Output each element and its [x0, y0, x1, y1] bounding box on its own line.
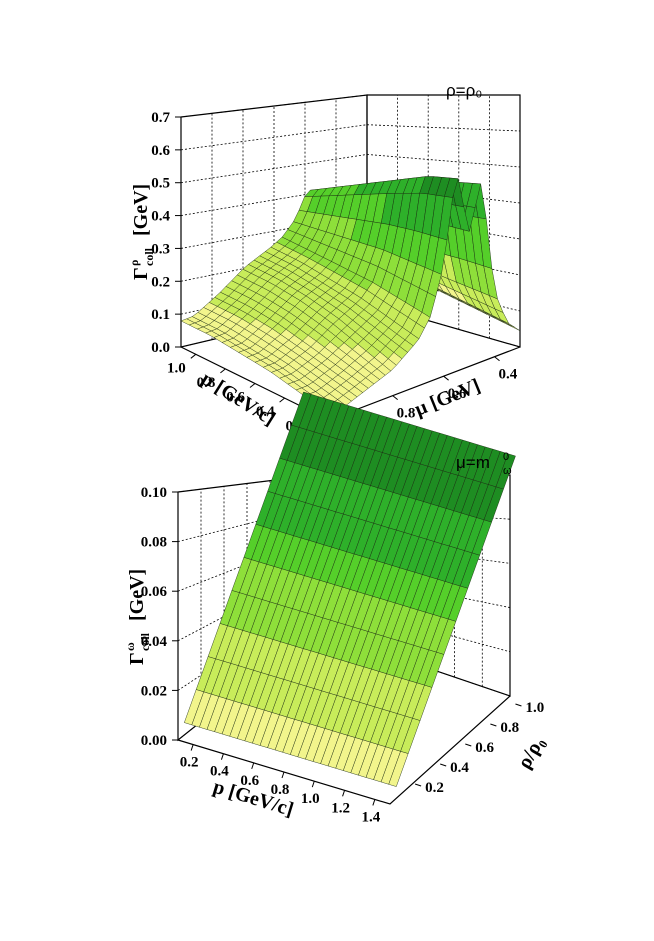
top-zgrid-back [366, 302, 521, 348]
top-y-tick-label: 0.8 [397, 406, 416, 422]
top-x-axis-label: p [GeV/c] [197, 368, 279, 431]
top-z-label-unit: [GeV] [130, 184, 152, 236]
top-zgrid-back [366, 154, 521, 168]
top-z-tick-label: 0.3 [151, 241, 170, 257]
bottom-surface [183, 391, 516, 787]
bottom-y-tick [465, 743, 472, 747]
bottom-annotation-text: μ=m [456, 453, 490, 472]
bottom-z-tick-label: 0.10 [141, 485, 167, 501]
top-z-tick-label: 0.5 [151, 176, 170, 192]
bottom-z-label-sup: ω [123, 642, 137, 651]
bottom-z-tick-label: 0.00 [141, 733, 167, 749]
top-zgrid-left [180, 154, 368, 184]
bottom-z-tick-label: 0.08 [141, 535, 167, 551]
bottom-z-label-sub: coll [138, 632, 152, 651]
bottom-z-label-unit: [GeV] [126, 569, 148, 621]
top-x-tick-label: 0.4 [256, 404, 275, 420]
bottom-x-tick [220, 753, 224, 760]
top-y-tick [443, 375, 449, 381]
top-z-tick-label: 0.4 [151, 209, 170, 225]
top-z-label-sub: coll [142, 247, 156, 266]
bottom-x-tick [372, 799, 376, 806]
top-z-tick-label: 0.1 [151, 307, 170, 323]
top-y-axis-label: μ [GeV] [412, 375, 484, 421]
top-x-tick-label: 0.6 [226, 390, 245, 406]
bottom-y-tick-label: 0.8 [500, 720, 519, 736]
top-y-tick [392, 395, 398, 401]
top-y-tick-label: 0.6 [448, 386, 467, 402]
bottom-y-tick [440, 763, 447, 767]
bottom-y-tick [515, 703, 522, 707]
bottom-annotation: μ=m 0 ω [456, 451, 512, 477]
top-x-tick-label: 0.8 [197, 375, 216, 391]
top-y-tick-label: 0.4 [499, 367, 518, 383]
bottom-x-tick [311, 780, 315, 788]
bottom-annotation-sub: ω [503, 465, 512, 477]
top-panel: 0.00.10.20.30.40.50.60.70.20.40.60.81.00… [127, 81, 521, 441]
bottom-zgrid-left [177, 536, 317, 592]
bottom-z-label-symbol: Γ [126, 652, 148, 665]
bottom-y-tick-label: 0.2 [425, 780, 444, 796]
bottom-z-tick-label: 0.06 [141, 584, 168, 600]
top-x-tick [220, 368, 226, 374]
top-x-tick [249, 383, 256, 388]
top-y-tick [494, 356, 500, 362]
top-x-tick [190, 353, 197, 359]
bottom-x-tick-label: 0.4 [210, 764, 229, 780]
bottom-y-tick-label: 0.4 [450, 760, 469, 776]
top-z-tick-label: 0.2 [151, 274, 170, 290]
bottom-y-axis-label: ρ/ρ₀ [513, 733, 549, 773]
bottom-z-axis-label: Γ ω coll [GeV] [123, 569, 152, 665]
bottom-floor-front-edge [177, 695, 511, 805]
top-z-axis-label: Γ ρ coll [GeV] [127, 184, 156, 280]
bottom-x-tick [281, 771, 285, 779]
bottom-x-tick-label: 0.6 [240, 773, 259, 789]
bottom-x-tick-label: 1.2 [331, 800, 350, 816]
bottom-x-tick-label: 0.2 [180, 755, 199, 771]
bottom-y-tick-label: 1.0 [525, 700, 544, 716]
bottom-x-tick-label: 0.8 [271, 782, 290, 798]
top-surface [180, 176, 521, 414]
top-z-label-symbol: Γ [130, 267, 152, 280]
top-annotation: ρ=ρ₀ [446, 81, 482, 100]
top-zgrid-left [180, 94, 368, 118]
bottom-ticks: 0.00 0.02 0.04 0.06 0.08 0.10 0.2 0.4 0.6 0.8 1.0 1… [141, 485, 544, 825]
top-z-label-sup: ρ [127, 260, 141, 266]
top-x-tick [279, 397, 285, 403]
bottom-y-tick [414, 783, 422, 787]
bottom-z-tick-label: 0.04 [141, 634, 168, 650]
top-z-tick-label: 0.7 [151, 110, 170, 126]
top-zgrid-back [366, 124, 521, 132]
top-x-tick-label: 1.0 [167, 360, 186, 376]
bottom-x-tick-label: 1.4 [361, 809, 380, 825]
bottom-x-tick-label: 1.0 [301, 791, 320, 807]
bottom-x-tick [251, 762, 255, 770]
bottom-y-tick [490, 723, 497, 727]
bottom-x-tick [190, 744, 194, 751]
bottom-surface-facet [495, 453, 516, 490]
bottom-y-tick-label: 0.6 [475, 740, 494, 756]
bottom-annotation-sup: 0 [503, 451, 509, 463]
bottom-z-tick-label: 0.02 [141, 683, 167, 699]
top-z-tick-label: 0.0 [151, 340, 170, 356]
top-z-tick-label: 0.6 [151, 143, 170, 159]
bottom-panel: 0.00 0.02 0.04 0.06 0.08 0.10 0.2 0.4 0.6 0.8 1.0 1… [123, 391, 549, 825]
bottom-x-tick [342, 790, 346, 797]
